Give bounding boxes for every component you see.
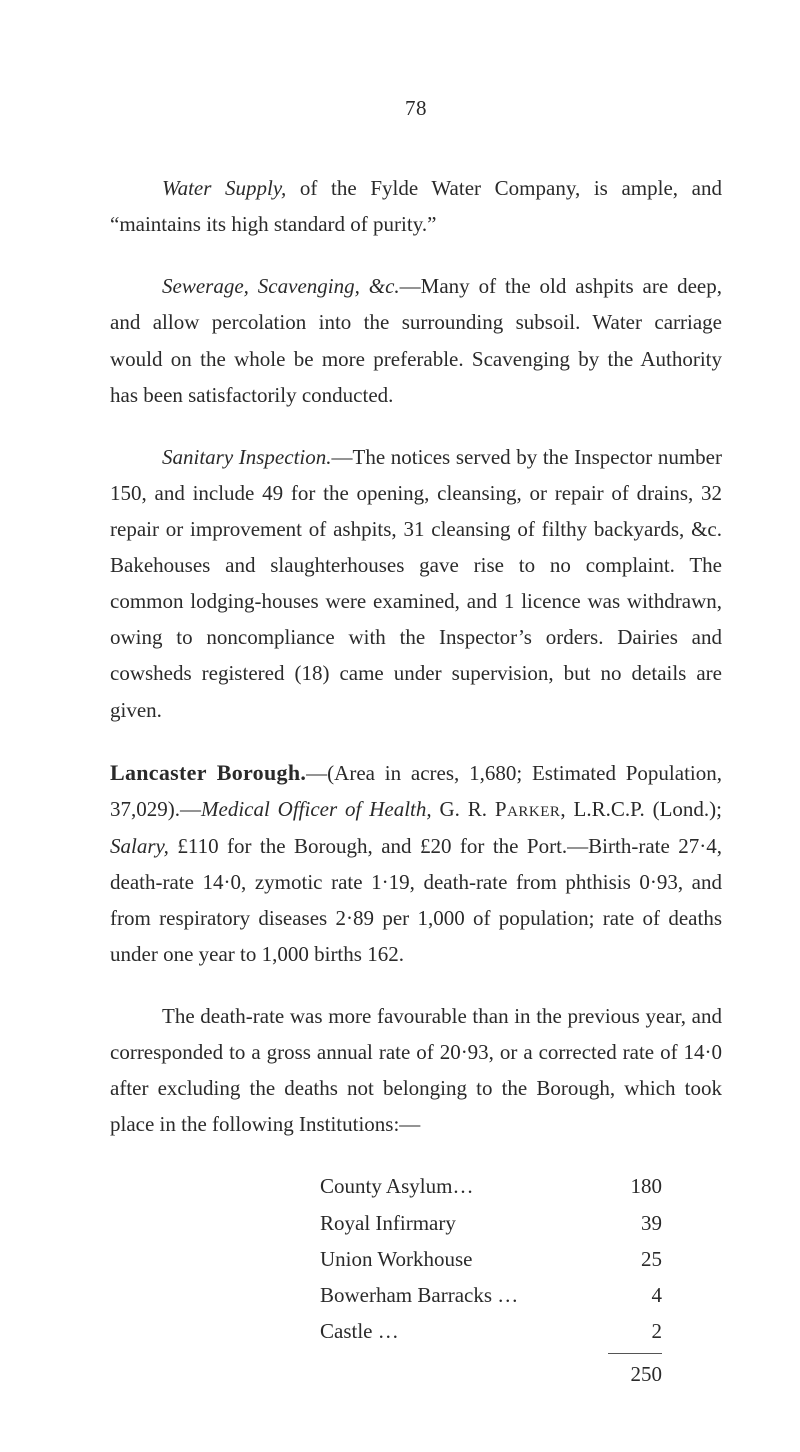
- paragraph-water-supply: Water Supply, of the Fylde Water Company…: [110, 170, 722, 242]
- run-italic: Salary,: [110, 834, 169, 858]
- run-italic: Medical Officer of Health,: [201, 797, 432, 821]
- table-total-row: 250: [110, 1356, 722, 1392]
- paragraph-lancaster: Lancaster Borough.—(Area in acres, 1,680…: [110, 754, 722, 972]
- table-row: Bowerham Barracks … 4: [110, 1277, 722, 1313]
- run-smallcaps: Parker: [495, 797, 561, 821]
- row-label: Union Workhouse: [110, 1241, 473, 1277]
- document-page: 78 Water Supply, of the Fylde Water Comp…: [0, 0, 800, 1452]
- paragraph-sewerage: Sewerage, Scavenging, &c.—Many of the ol…: [110, 268, 722, 412]
- row-label: County Asylum…: [110, 1168, 473, 1204]
- row-label: Royal Infirmary: [110, 1205, 456, 1241]
- row-total: 250: [602, 1356, 722, 1392]
- row-label: Castle …: [110, 1313, 399, 1349]
- page-number: 78: [110, 90, 722, 126]
- run-italic: Sanitary Inspection.: [162, 445, 332, 469]
- row-label: Bowerham Barracks …: [110, 1277, 518, 1313]
- run-italic: Sewerage, Scavenging, &c.: [162, 274, 400, 298]
- row-value: 4: [602, 1277, 722, 1313]
- row-value: 25: [602, 1241, 722, 1277]
- paragraph-deathrate: The death-rate was more favourable than …: [110, 998, 722, 1142]
- table-row: Royal Infirmary 39: [110, 1205, 722, 1241]
- row-value: 39: [602, 1205, 722, 1241]
- row-value: 2: [602, 1313, 722, 1349]
- table-row: Union Workhouse 25: [110, 1241, 722, 1277]
- section-heading: Lancaster Borough.: [110, 760, 306, 785]
- run-italic: Water Supply,: [162, 176, 286, 200]
- table-row: County Asylum… 180: [110, 1168, 722, 1204]
- table-row: Castle … 2: [110, 1313, 722, 1349]
- paragraph-sanitary: Sanitary Inspection.—The notices served …: [110, 439, 722, 728]
- row-value: 180: [602, 1168, 722, 1204]
- total-rule: [608, 1353, 662, 1354]
